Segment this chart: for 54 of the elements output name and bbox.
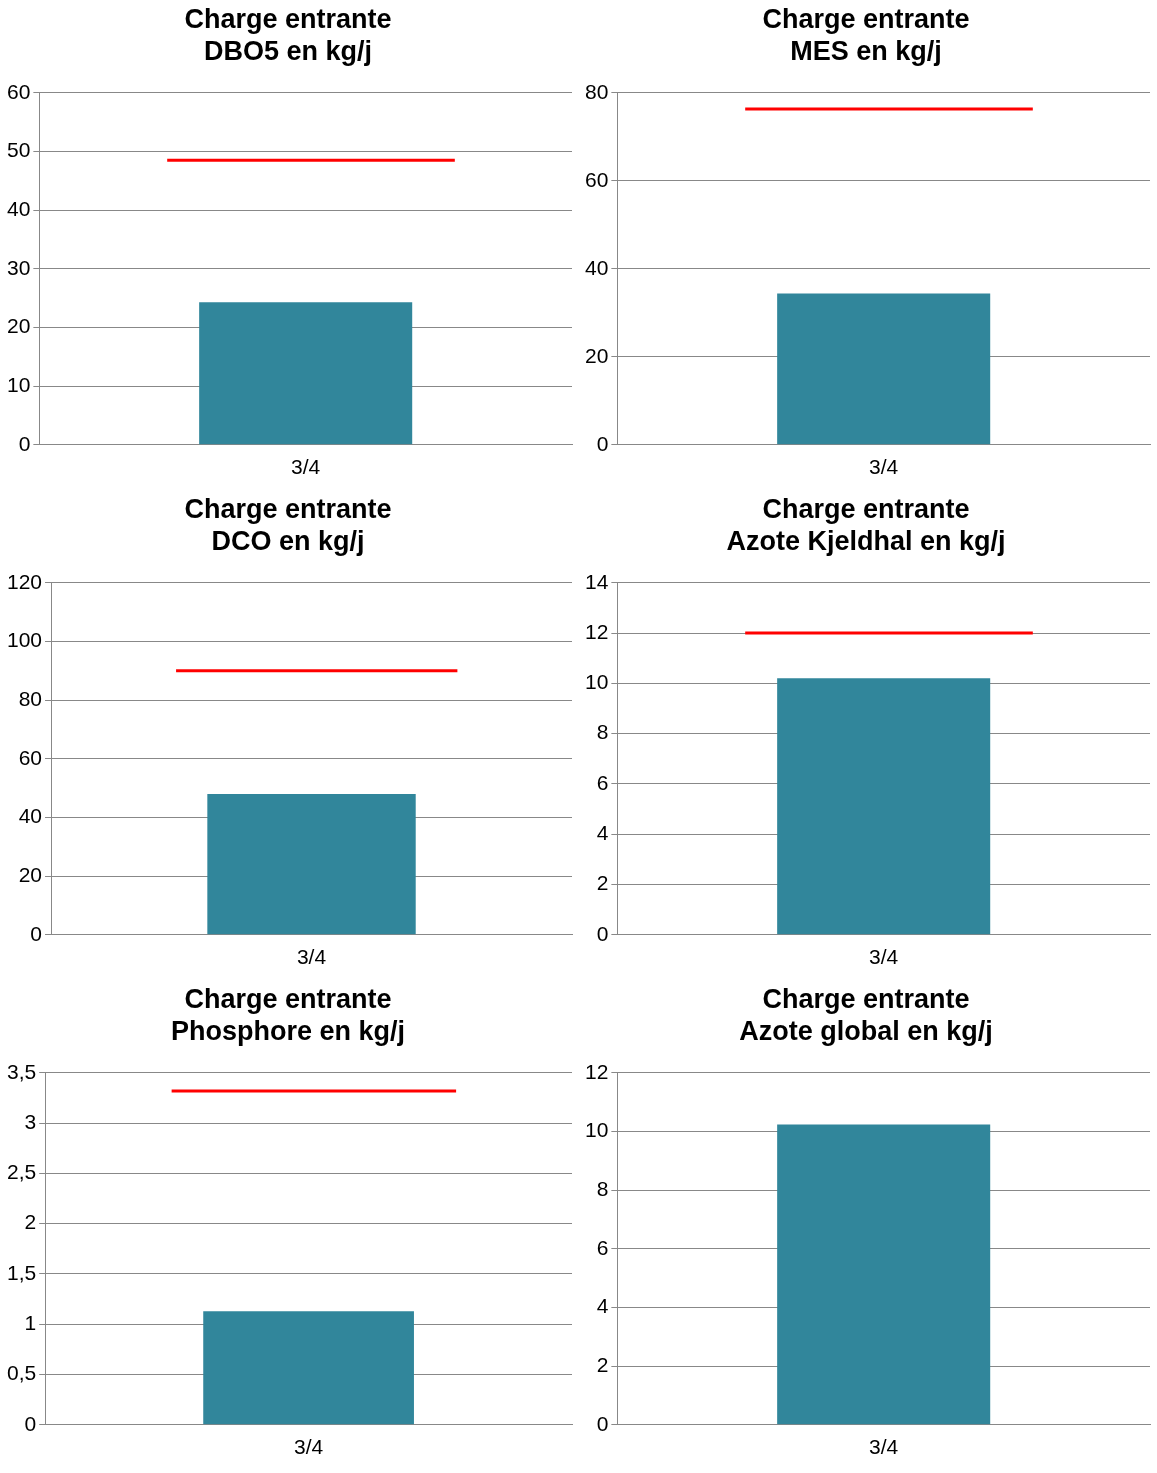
x-tick-label: 3/4 — [869, 455, 899, 479]
y-tick-label: 50 — [7, 138, 31, 162]
y-tick-label: 0 — [596, 431, 609, 455]
y-tick-label: 10 — [585, 1118, 609, 1142]
y-tick-label: 10 — [7, 372, 31, 396]
y-tick-label: 2 — [24, 1210, 37, 1234]
y-tick-label: 6 — [596, 1235, 609, 1259]
y-tick-label: 40 — [585, 255, 609, 279]
y-tick-label: 60 — [7, 79, 31, 103]
y-tick-label: 40 — [7, 196, 31, 220]
y-tick-label: 30 — [7, 255, 31, 279]
y-tick-label: 80 — [585, 79, 609, 103]
y-tick-label: 8 — [596, 720, 609, 744]
y-tick-label: 20 — [18, 862, 43, 886]
y-tick-label: 12 — [585, 1059, 609, 1083]
y-tick-label: 0 — [596, 921, 609, 945]
y-tick-label: 0 — [30, 921, 43, 945]
y-tick-label: 60 — [18, 745, 43, 769]
y-tick-label: 0 — [18, 431, 31, 455]
y-tick-label: 4 — [596, 1294, 609, 1318]
chart-title: Charge entrante Phosphore en kg/j — [170, 983, 406, 1047]
x-tick-label: 3/4 — [869, 1435, 899, 1459]
y-tick-label: 20 — [585, 343, 609, 367]
y-tick-label: 1 — [24, 1311, 37, 1335]
y-tick-label: 4 — [596, 821, 609, 845]
x-tick-label: 3/4 — [293, 1435, 324, 1459]
y-tick-label: 40 — [18, 804, 43, 828]
y-tick-label: 1,5 — [6, 1260, 37, 1284]
y-tick-label: 3,5 — [6, 1059, 37, 1083]
y-tick-label: 60 — [585, 167, 609, 191]
y-tick-label: 2 — [596, 871, 609, 895]
y-tick-label: 14 — [585, 569, 609, 593]
y-tick-label: 0 — [24, 1411, 37, 1435]
y-tick-label: 12 — [585, 619, 609, 643]
y-tick-label: 2 — [596, 1352, 609, 1376]
x-tick-label: 3/4 — [291, 455, 321, 479]
y-tick-label: 80 — [18, 686, 43, 710]
y-tick-label: 8 — [596, 1176, 609, 1200]
x-tick-label: 3/4 — [296, 945, 327, 969]
y-tick-label: 2,5 — [6, 1160, 37, 1184]
y-tick-label: 120 — [6, 569, 43, 593]
y-tick-label: 0 — [596, 1411, 609, 1435]
y-tick-label: 20 — [7, 314, 31, 338]
chart-title: Charge entrante MES en kg/j — [762, 3, 970, 67]
x-tick-label: 3/4 — [869, 945, 899, 969]
chart-title: Charge entrante Azote Kjeldhal en kg/j — [726, 493, 1006, 557]
chart-title: Charge entrante DBO5 en kg/j — [184, 3, 392, 67]
y-tick-label: 0,5 — [6, 1361, 37, 1385]
y-tick-label: 10 — [585, 670, 609, 694]
chart-title: Charge entrante DCO en kg/j — [184, 493, 392, 557]
y-tick-label: 100 — [6, 628, 43, 652]
chart-title: Charge entrante Azote global en kg/j — [739, 983, 993, 1047]
y-tick-label: 6 — [596, 770, 609, 794]
y-tick-label: 3 — [24, 1109, 37, 1133]
